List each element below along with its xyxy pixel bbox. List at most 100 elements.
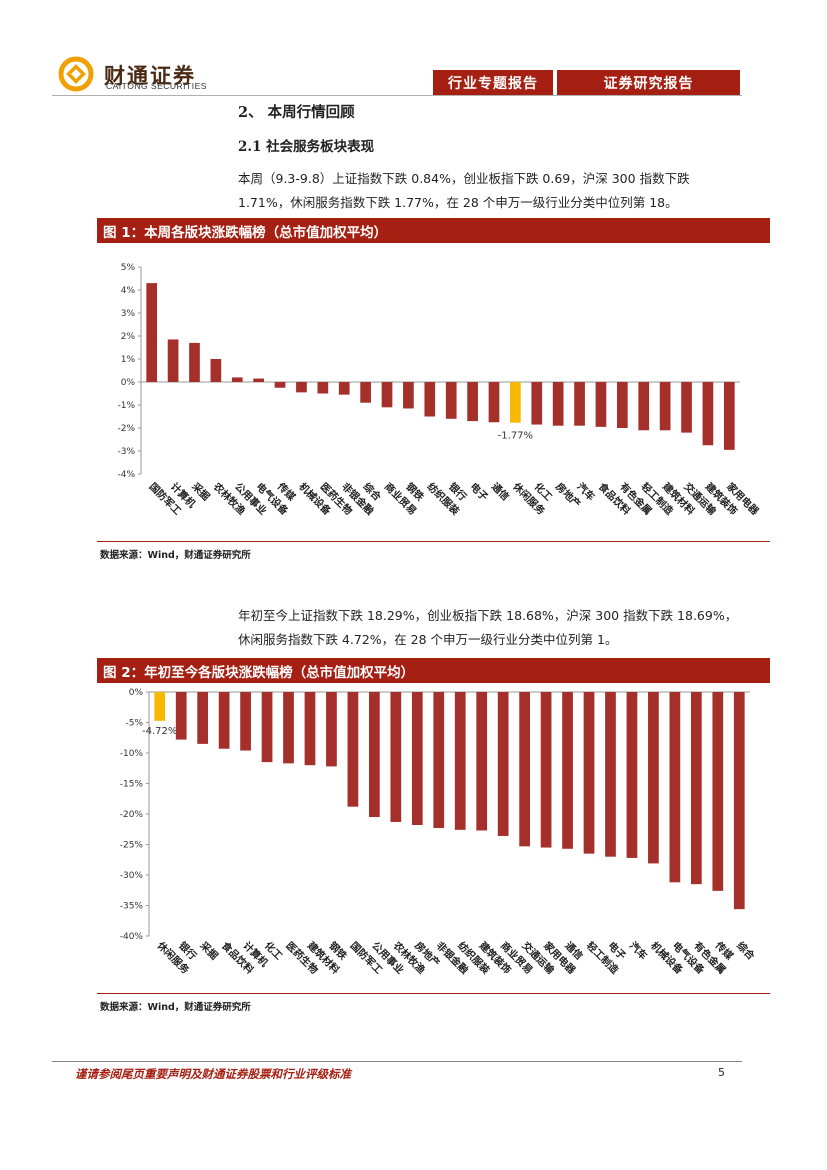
- chart2-bar-综合: [733, 692, 745, 910]
- chart2-bar-采掘: [197, 692, 209, 744]
- chart2-y-tick-label: -40%: [120, 932, 144, 942]
- chart2-bar-建筑材料: [304, 692, 316, 766]
- chart1-bar-化工: [531, 382, 543, 425]
- header-divider: [52, 95, 742, 96]
- chart2-y-tick-label: -20%: [120, 810, 144, 820]
- chart2-bar-交通运输: [519, 692, 530, 847]
- chart1-bar-机械设备: [296, 382, 307, 393]
- section-title: 2、 本周行情回顾: [238, 104, 355, 121]
- header-tag-report-type: 行业专题报告: [433, 70, 553, 95]
- figure1-source: 数据来源：Wind，财通证券研究所: [100, 550, 251, 561]
- chart1-bar-通信: [488, 382, 500, 423]
- chart2-y-tick-label: -10%: [120, 749, 144, 759]
- chart1-y-tick-label: 4%: [121, 286, 136, 296]
- chart1-y-tick-label: 1%: [121, 355, 136, 365]
- chart1-bar-农林牧渔: [210, 359, 222, 382]
- brand-logo: [52, 52, 100, 96]
- chart1-y-tick-label: -3%: [117, 447, 135, 457]
- chart2-bar-传媒: [712, 692, 724, 891]
- figure2-bar-chart: 0%-5%-10%-15%-20%-25%-30%-35%-40%休闲服务-4.…: [120, 688, 758, 977]
- brand-name-en: CAITONG SECURITIES: [106, 81, 207, 91]
- chart2-bar-房地产: [411, 692, 423, 825]
- chart1-bar-商业贸易: [381, 382, 393, 408]
- chart1-highlight-data-label: -1.77%: [498, 431, 533, 442]
- chart2-bar-化工: [261, 692, 273, 763]
- chart2-bar-银行: [175, 692, 187, 740]
- chart1-y-tick-label: -1%: [117, 401, 135, 411]
- chart2-bar-家用电器: [540, 692, 552, 848]
- chart1-bar-钢铁: [403, 382, 414, 409]
- chart1-bar-电气设备: [253, 378, 265, 382]
- chart2-bar-通信: [562, 692, 573, 849]
- chart1-bar-有色金属: [616, 382, 628, 428]
- ytd-summary-paragraph: 年初至今上证指数下跌 18.29%，创业板指下跌 18.68%，沪深 300 指…: [238, 608, 738, 647]
- chart1-bar-医药生物: [317, 382, 329, 394]
- chart1-bar-纺织服装: [424, 382, 436, 417]
- chart2-bar-汽车: [626, 692, 638, 858]
- chart1-bar-建筑装饰: [702, 382, 714, 446]
- header-tag-research: 证券研究报告: [557, 70, 740, 95]
- chart2-bar-非银金融: [433, 692, 445, 829]
- chart1-y-tick-label: -2%: [117, 424, 135, 434]
- figure1-caption: 图 1：本周各版块涨跌幅榜（总市值加权平均）: [97, 218, 770, 243]
- chart1-bar-轻工制造: [638, 382, 650, 431]
- chart1-y-tick-label: 0%: [121, 378, 136, 388]
- chart1-bar-家用电器: [723, 382, 735, 450]
- chart2-y-tick-label: -25%: [120, 841, 144, 851]
- figure1-bottom-rule: [97, 541, 770, 542]
- chart1-bar-食品饮料: [595, 382, 607, 427]
- chart1-category-label: 通信: [489, 480, 512, 503]
- chart1-bar-计算机: [167, 339, 179, 382]
- chart1-bar-休闲服务: [510, 382, 521, 423]
- chart1-category-label: 电子: [467, 480, 490, 503]
- chart1-y-tick-label: 5%: [121, 263, 136, 273]
- chart2-y-tick-label: -30%: [120, 871, 144, 881]
- chart2-category-label: 汽车: [627, 939, 650, 962]
- chart2-bar-纺织服装: [454, 692, 466, 830]
- chart1-bar-传媒: [274, 382, 286, 388]
- chart2-bar-医药生物: [283, 692, 294, 764]
- chart1-y-tick-label: 2%: [121, 332, 136, 342]
- chart1-bar-房地产: [552, 382, 564, 426]
- chart1-bar-公用事业: [231, 377, 243, 382]
- chart2-y-tick-label: -35%: [120, 902, 144, 912]
- chart2-bar-公用事业: [369, 692, 380, 818]
- figure2-bottom-rule: [97, 993, 770, 994]
- chart2-bar-休闲服务: [154, 692, 166, 721]
- footer-disclaimer: 谨请参阅尾页重要声明及财通证券股票和行业评级标准: [75, 1067, 351, 1081]
- chart2-bar-农林牧渔: [390, 692, 402, 822]
- chart2-bar-电子: [605, 692, 616, 857]
- figure2-source: 数据来源：Wind，财通证券研究所: [100, 1002, 251, 1013]
- chart1-bar-建筑材料: [659, 382, 671, 431]
- chart1-y-tick-label: -4%: [117, 470, 135, 480]
- chart2-bar-有色金属: [690, 692, 702, 885]
- chart2-category-label: 采掘: [197, 938, 221, 962]
- chart2-y-tick-label: -15%: [120, 780, 144, 790]
- chart1-bar-国防军工: [146, 283, 158, 382]
- figure2-caption: 图 2：年初至今各版块涨跌幅榜（总市值加权平均）: [97, 658, 770, 683]
- chart2-bar-电气设备: [669, 692, 681, 883]
- chart1-bar-采掘: [189, 342, 200, 382]
- brand-name: 财通证券: [104, 64, 196, 88]
- chart2-highlight-data-label: -4.72%: [142, 726, 177, 737]
- page-number: 5: [718, 1066, 725, 1079]
- subsection-title: 2.1 社会服务板块表现: [238, 139, 375, 155]
- chart1-bar-交通运输: [681, 382, 692, 433]
- chart1-y-tick-label: 3%: [121, 309, 136, 319]
- chart1-bar-非银金融: [338, 382, 350, 395]
- chart2-y-tick-label: -5%: [125, 719, 143, 729]
- chart1-bar-电子: [467, 382, 478, 422]
- chart2-bar-机械设备: [648, 692, 659, 864]
- chart2-bar-国防军工: [347, 692, 359, 807]
- chart2-bar-轻工制造: [583, 692, 595, 854]
- chart2-y-tick-label: 0%: [129, 688, 144, 698]
- chart1-bar-综合: [360, 382, 371, 403]
- chart2-bar-商业贸易: [497, 692, 509, 836]
- chart2-bar-计算机: [240, 692, 251, 751]
- chart2-category-label: 综合: [734, 939, 758, 963]
- footer-divider: [52, 1061, 742, 1062]
- chart2-bar-建筑装饰: [476, 692, 488, 831]
- chart2-bar-钢铁: [326, 692, 337, 767]
- chart1-bar-汽车: [574, 382, 585, 426]
